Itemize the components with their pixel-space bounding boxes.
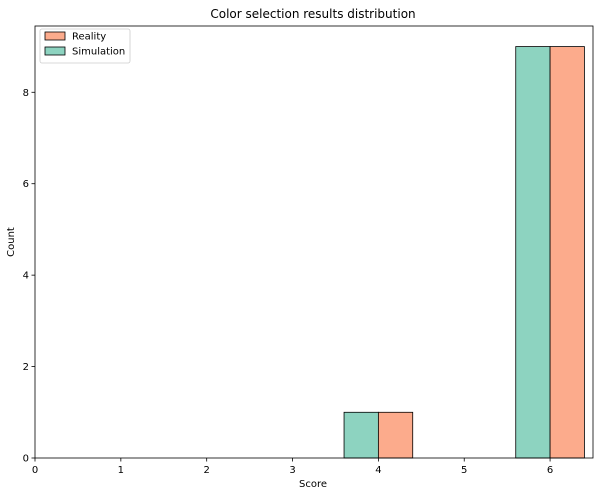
x-tick-label-4: 4 [375, 465, 381, 476]
legend-label-simulation: Simulation [72, 47, 125, 58]
x-tick-label-1: 1 [118, 465, 124, 476]
x-tick-label-2: 2 [204, 465, 210, 476]
bar-simulation-4 [344, 412, 378, 458]
plot-area: 0 1 2 3 4 5 6 0 2 4 6 8 [23, 47, 585, 476]
x-tick-label-5: 5 [461, 465, 467, 476]
legend-swatch-reality [45, 32, 65, 40]
x-axis-label: Score [299, 479, 327, 490]
x-tick-label-6: 6 [547, 465, 553, 476]
bar-reality-4 [378, 412, 412, 458]
legend-swatch-simulation [45, 47, 65, 55]
y-tick-label-6: 6 [23, 179, 29, 190]
bar-reality-6 [550, 47, 584, 458]
y-tick-label-8: 8 [23, 88, 29, 99]
axes-frame [35, 26, 593, 458]
chart-title: Color selection results distribution [210, 7, 415, 21]
bar-simulation-6 [516, 47, 550, 458]
legend-label-reality: Reality [72, 32, 106, 43]
x-tick-label-0: 0 [32, 465, 38, 476]
y-tick-label-0: 0 [23, 454, 29, 465]
legend: Reality Simulation [40, 29, 130, 63]
x-tick-label-3: 3 [289, 465, 295, 476]
y-tick-label-4: 4 [23, 271, 29, 282]
y-tick-label-2: 2 [23, 362, 29, 373]
y-axis-label: Count [6, 227, 17, 257]
